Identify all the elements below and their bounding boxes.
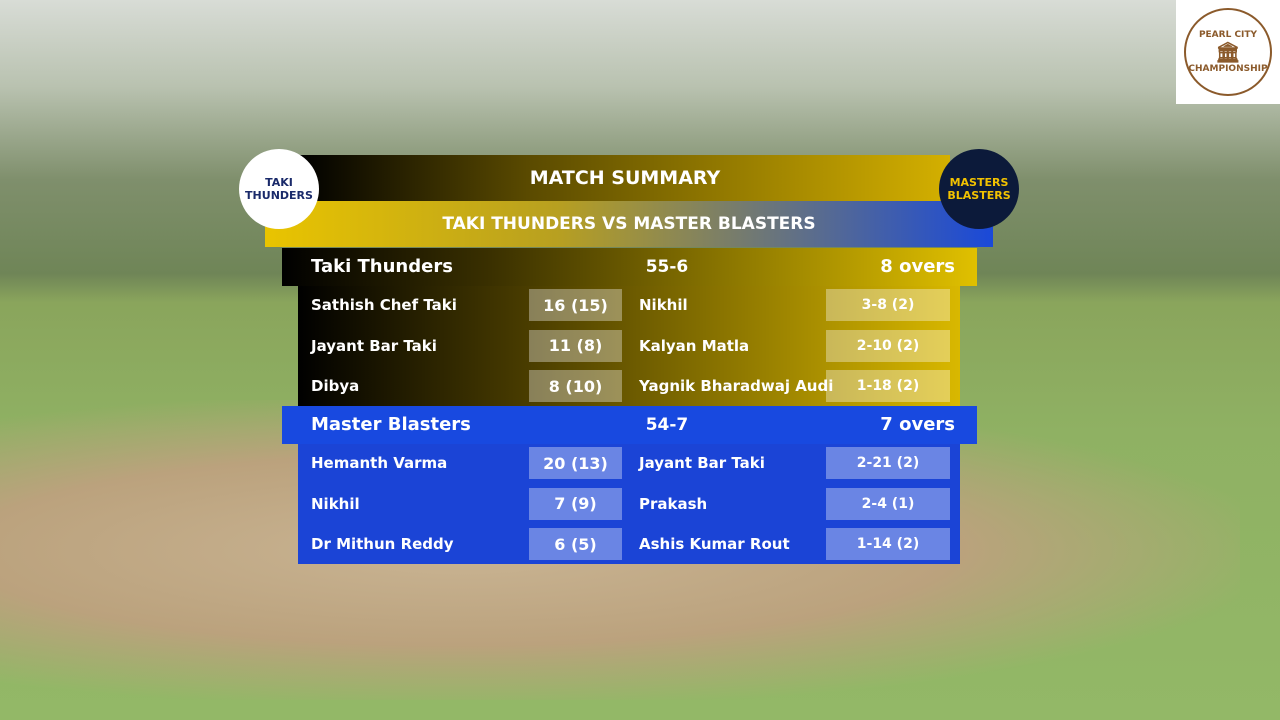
- left-team-logo: TAKI THUNDERS: [239, 149, 319, 229]
- title-bar: MATCH SUMMARY: [300, 155, 950, 201]
- bowler-figures: 1-18 (2): [826, 370, 950, 402]
- bowler-figures: 1-14 (2): [826, 528, 950, 560]
- left-logo-text: TAKI THUNDERS: [245, 176, 313, 202]
- bowler-name: Nikhil: [639, 296, 688, 314]
- batter-runs: 7 (9): [529, 487, 622, 520]
- batter-name: Jayant Bar Taki: [311, 336, 437, 355]
- bowler-figures: 2-4 (1): [826, 487, 950, 520]
- team-name: Taki Thunders: [311, 256, 453, 277]
- team-header: [282, 248, 977, 286]
- bowler-name: Ashis Kumar Rout: [639, 535, 790, 553]
- batter-name: Dibya: [311, 377, 360, 395]
- bowler-name: Kalyan Matla: [639, 336, 750, 355]
- batter-runs: 6 (5): [529, 528, 622, 560]
- corner-logo-badge: PEARL CITY 🏛 CHAMPIONSHIP: [1184, 8, 1272, 96]
- batter-runs: 16 (15): [529, 289, 622, 321]
- team-header: [282, 406, 977, 444]
- bowler-figures: 2-10 (2): [826, 329, 950, 362]
- batter-runs: 11 (8): [529, 329, 622, 362]
- batter-name: Nikhil: [311, 494, 360, 513]
- batter-name: Sathish Chef Taki: [311, 296, 457, 314]
- team-overs: 8 overs: [880, 256, 955, 277]
- bowler-name: Prakash: [639, 494, 708, 513]
- batter-name: Hemanth Varma: [311, 454, 448, 472]
- team-body: [298, 286, 960, 406]
- corner-logo: PEARL CITY 🏛 CHAMPIONSHIP: [1176, 0, 1280, 104]
- team-overs: 7 overs: [880, 414, 955, 435]
- team-score: 55-6: [645, 257, 689, 277]
- batter-name: Dr Mithun Reddy: [311, 535, 454, 553]
- subtitle-bar: TAKI THUNDERS VS MASTER BLASTERS: [265, 201, 993, 247]
- corner-logo-top: PEARL CITY: [1198, 30, 1258, 40]
- bowler-figures: 2-21 (2): [826, 447, 950, 479]
- subtitle: TAKI THUNDERS VS MASTER BLASTERS: [442, 214, 816, 234]
- title: MATCH SUMMARY: [529, 167, 721, 189]
- bowler-figures: 3-8 (2): [826, 289, 950, 321]
- team-body: [298, 444, 960, 564]
- right-logo-text: MASTERS BLASTERS: [947, 176, 1011, 202]
- bowler-name: Yagnik Bharadwaj Audi: [639, 377, 834, 395]
- team-score: 54-7: [645, 415, 689, 435]
- batter-runs: 8 (10): [529, 370, 622, 402]
- corner-logo-bottom: CHAMPIONSHIP: [1188, 64, 1268, 74]
- right-team-logo: MASTERS BLASTERS: [939, 149, 1019, 229]
- bowler-name: Jayant Bar Taki: [639, 454, 765, 472]
- batter-runs: 20 (13): [529, 447, 622, 479]
- team-name: Master Blasters: [311, 414, 471, 435]
- corner-logo-icon: 🏛: [1215, 40, 1241, 64]
